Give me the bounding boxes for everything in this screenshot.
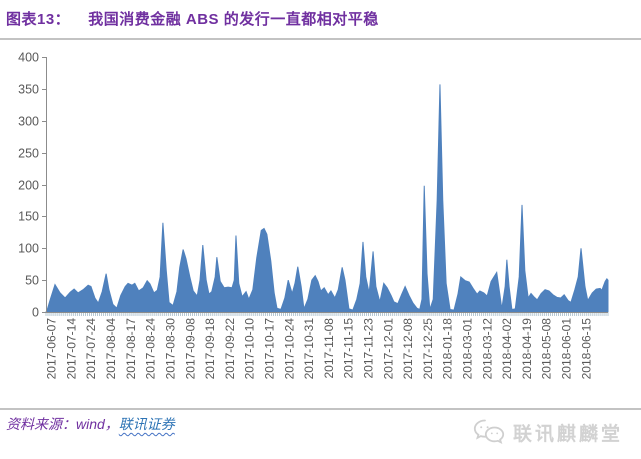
figure-title-text: 我国消费金融 ABS 的发行一直都相对平稳: [88, 11, 379, 28]
x-axis-label: 2018-03-01: [461, 318, 475, 380]
x-axis-label: 2017-11-23: [361, 318, 375, 379]
x-axis-label: 2017-08-04: [104, 318, 118, 380]
y-axis-label: 250: [18, 147, 39, 161]
watermark-text: 联讯麒麟堂: [512, 423, 623, 445]
x-axis-label: 2017-08-24: [144, 318, 158, 380]
watermark: 联讯麒麟堂: [473, 418, 623, 446]
x-axis-label: 2018-03-12: [480, 318, 494, 380]
y-axis-label: 0: [32, 306, 39, 320]
x-axis-label: 2017-07-14: [64, 318, 78, 380]
x-axis-label: 2018-05-08: [540, 318, 554, 380]
area-chart-canvas: 0 50 100 150 200 250 300 350 400 2017-06-07 2017-0…: [18, 51, 609, 380]
x-axis-label: 2017-09-22: [223, 318, 237, 380]
y-axis-label: 100: [18, 242, 39, 256]
y-axis-label: 400: [18, 51, 39, 65]
x-axis-label: 2018-01-18: [441, 318, 455, 380]
y-axis-label: 350: [18, 83, 39, 97]
x-axis-label: 2017-08-17: [124, 318, 138, 380]
x-axis-label: 2017-12-25: [421, 318, 435, 380]
x-axis-label: 2017-10-24: [282, 318, 296, 380]
x-axis-label: 2017-09-18: [203, 318, 217, 380]
x-axis-label: 2017-12-08: [401, 318, 415, 380]
source-note: 资料来源：wind，联讯证券: [6, 414, 175, 434]
divider-bottom: [0, 408, 641, 410]
figure-number: 图表13：: [6, 11, 71, 28]
y-axis-label: 150: [18, 210, 39, 224]
y-axis-label: 50: [25, 274, 39, 288]
x-axis-label: 2017-06-07: [45, 318, 59, 380]
divider-top: [0, 38, 641, 40]
source-link[interactable]: 联讯证券: [118, 416, 175, 432]
x-axis-label: 2017-08-30: [163, 318, 177, 380]
x-axis-label: 2018-06-15: [579, 318, 593, 380]
source-prefix: 资料来源：wind，: [6, 416, 119, 432]
x-axis-label: 2018-04-19: [520, 318, 534, 380]
x-axis-label: 2017-11-15: [342, 318, 356, 379]
x-axis-label: 2017-10-17: [262, 318, 276, 380]
x-axis-label: 2018-06-01: [560, 318, 574, 380]
x-axis-tick-row: [45, 313, 609, 316]
y-axis-label: 200: [18, 179, 39, 193]
x-axis-label: 2018-04-02: [500, 318, 514, 380]
y-axis-ticks: [42, 57, 46, 313]
x-axis-label: 2017-10-31: [302, 318, 316, 380]
x-axis-label: 2017-12-01: [381, 318, 395, 380]
wechat-icon: [473, 419, 505, 445]
x-axis-label: 2017-11-08: [322, 318, 336, 379]
x-axis-label: 2017-10-10: [243, 318, 257, 380]
y-axis-label: 300: [18, 115, 39, 129]
x-axis-label: 2017-07-24: [84, 318, 98, 380]
x-axis-label: 2017-09-08: [183, 318, 197, 380]
area-series: [45, 84, 609, 313]
figure-title: 图表13： 我国消费金融 ABS 的发行一直都相对平稳: [6, 8, 379, 29]
abs-issuance-chart: 0 50 100 150 200 250 300 350 400 2017-06-07 2017-0…: [12, 45, 620, 397]
